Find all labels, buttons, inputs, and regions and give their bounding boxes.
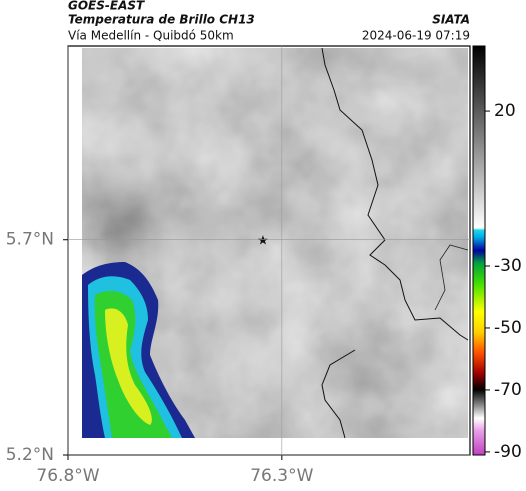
colorbar-label: -50 <box>494 318 522 338</box>
x-tick-label: 76.8°W <box>36 466 99 486</box>
satellite: GOES-EAST <box>68 0 145 13</box>
source: SIATA <box>432 13 470 27</box>
colorbar-label: 20 <box>494 101 516 121</box>
border <box>434 244 469 311</box>
colorbar-label: -30 <box>494 256 522 276</box>
colorbar-label: -90 <box>494 442 522 462</box>
map-area: ★ <box>82 47 469 439</box>
y-tick-label: 5.7°N <box>6 230 54 250</box>
colorbar-label: -70 <box>494 380 522 400</box>
region: Vía Medellín - Quibdó 50km <box>68 29 234 43</box>
datetime: 2024-06-19 07:19 <box>362 29 470 43</box>
cloud-core <box>105 308 152 425</box>
x-tick-label: 76.3°W <box>250 466 313 486</box>
y-tick-label: 5.2°N <box>6 445 54 465</box>
colorbar <box>472 45 486 456</box>
location-marker: ★ <box>257 234 269 249</box>
product: Temperatura de Brillo CH13 <box>68 13 255 27</box>
